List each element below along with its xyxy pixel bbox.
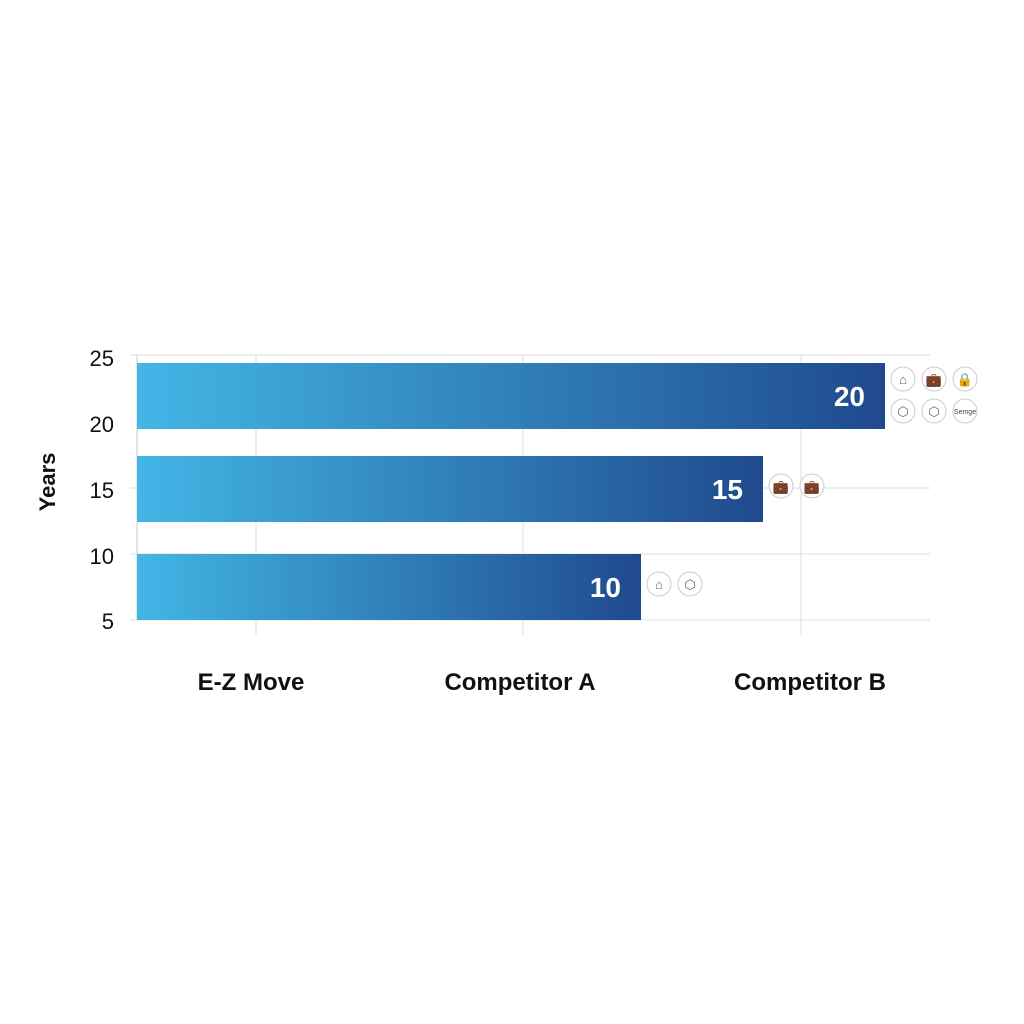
icon-badge [890,398,916,424]
y-tick-label: 15 [90,478,114,503]
icon-badge [890,366,916,392]
x-category-label: Competitor B [734,669,886,696]
briefcase-icon: 💼 [804,479,820,494]
icon-badge [768,473,794,499]
bar [137,554,641,620]
bar-value-label: 20 [834,381,865,412]
home-icon: ⌂ [899,372,907,387]
box-icon: ⬡ [684,577,695,592]
y-tick-label: 20 [90,412,114,437]
icon-badge-label: Semge [954,409,976,416]
y-tick-label: 5 [102,609,114,634]
briefcase-icon: 💼 [926,372,942,387]
bar-value-label: 15 [712,474,743,505]
lock-icon: 🔒 [957,372,973,387]
x-category-label: E-Z Move [198,669,305,696]
icon-badge [921,398,947,424]
icon-badge [799,473,825,499]
bar-value-label: 10 [590,572,621,603]
home-filled-icon: ⌂ [655,577,663,592]
icon-badge [646,571,672,597]
bar [137,363,885,429]
y-tick-label: 10 [90,544,114,569]
y-axis-label: Years [35,453,60,512]
icon-badge [921,366,947,392]
icon-badge [952,366,978,392]
briefcase-filled-icon: 💼 [773,479,789,494]
box-icon: ⬡ [897,404,908,419]
box-icon: ⬡ [928,404,939,419]
y-tick-label: 25 [90,346,114,371]
icon-badge [677,571,703,597]
bar [137,456,763,522]
icon-badge [952,398,978,424]
x-category-label: Competitor A [444,669,595,696]
